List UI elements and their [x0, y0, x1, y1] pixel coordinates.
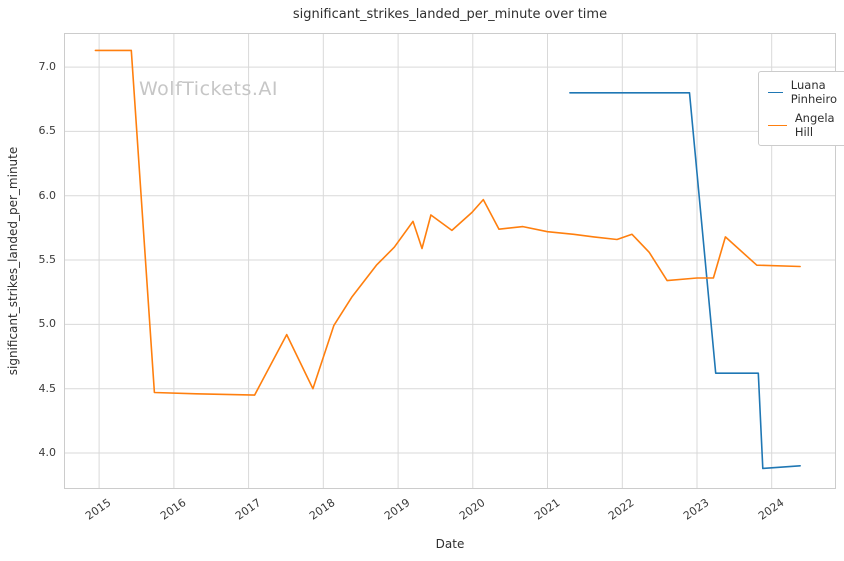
x-tick-label: 2019: [382, 496, 413, 523]
series-line-angela-hill: [94, 49, 801, 396]
series-line-luana-pinheiro: [569, 91, 801, 470]
x-tick-label: 2021: [531, 496, 562, 523]
legend-line-swatch: [768, 124, 787, 126]
legend-line-swatch: [768, 91, 783, 93]
y-tick-label: 7.0: [38, 60, 57, 74]
legend-item-angela-hill: Angela Hill: [768, 111, 844, 139]
legend-item-luana-pinheiro: Luana Pinheiro: [768, 78, 844, 106]
x-tick-label: 2017: [232, 496, 264, 523]
plot-area: WolfTickets.AI Luana Pinheiro Angela Hill: [64, 33, 844, 489]
x-axis-label: Date: [435, 537, 465, 551]
plot-border: [64, 33, 836, 489]
chart-canvas: [64, 33, 836, 489]
y-tick-label: 6.0: [38, 188, 57, 202]
x-tick-label: 2023: [681, 496, 712, 523]
y-tick-label: 4.0: [38, 446, 57, 459]
legend: Luana Pinheiro Angela Hill: [758, 71, 844, 146]
legend-label: Luana Pinheiro: [790, 78, 838, 106]
y-tick-label: 4.5: [38, 381, 57, 395]
x-tick-label: 2018: [307, 496, 338, 523]
x-tick-label: 2022: [606, 496, 637, 523]
x-tick-label: 2016: [157, 496, 189, 523]
chart-title: significant_strikes_landed_per_minute ov…: [292, 7, 608, 22]
y-tick-label: 5.0: [38, 317, 57, 331]
y-tick-label: 5.5: [38, 253, 57, 266]
legend-label: Angela Hill: [794, 111, 835, 139]
x-tick-label: 2024: [755, 496, 787, 523]
x-tick-label: 2020: [456, 496, 488, 523]
x-tick-label: 2015: [83, 496, 114, 523]
watermark: WolfTickets.AI: [139, 78, 279, 100]
y-tick-label: 6.5: [38, 124, 57, 138]
